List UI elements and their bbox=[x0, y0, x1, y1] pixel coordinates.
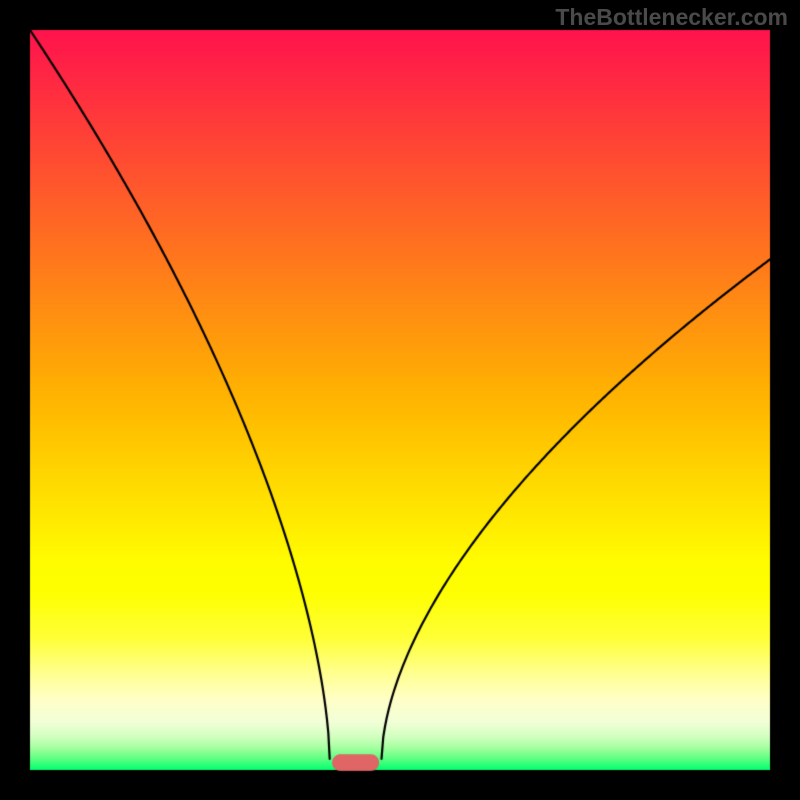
bottleneck-chart-canvas bbox=[0, 0, 800, 800]
